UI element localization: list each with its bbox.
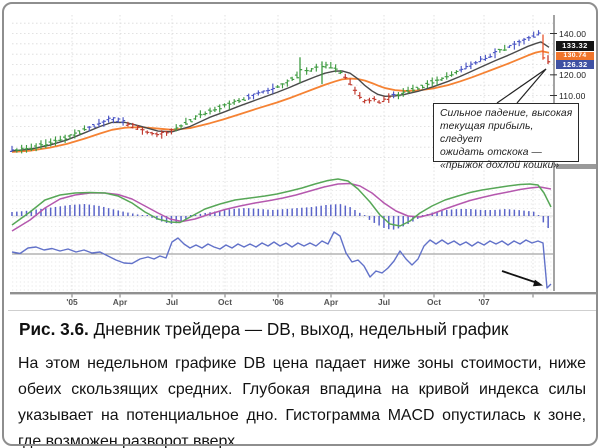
price-tick-label: 120.00: [559, 69, 587, 80]
annotation-line: Сильное падение, высокая: [440, 108, 573, 119]
down-arrow-icon: [533, 279, 543, 287]
caption-text: Дневник трейдера — DB, выход, недельный …: [88, 319, 509, 339]
price-tick-label: 110.00: [559, 90, 586, 101]
axis-month-label: '06: [272, 297, 284, 307]
figure-description: На этом недельном графике DB цена падает…: [18, 355, 586, 448]
axis-month-label: Oct: [218, 297, 232, 307]
axis-month-label: Apr: [323, 297, 339, 307]
axis-month-label: Jul: [165, 297, 179, 307]
annotation-line: текущая прибыль, следует: [440, 121, 534, 146]
chart-canvas: [8, 15, 596, 311]
annotation-box: Сильное падение, высокая текущая прибыль,…: [433, 103, 579, 171]
axis-month-label: Apr: [112, 297, 128, 307]
annotation-line: «прыжок дохлой кошки»: [440, 160, 560, 172]
axis-month-label: '05: [66, 297, 78, 307]
annotation-line: ожидать отскока —: [440, 147, 542, 159]
price-badge-last-price-value: 126.32: [556, 59, 594, 69]
price-badge-fast-ema-value: 133.32: [556, 41, 594, 51]
price-badge-slow-ema-value: 130.74: [556, 51, 594, 60]
price-tick-label: 140.00: [559, 28, 587, 39]
axis-month-label: '07: [478, 297, 490, 307]
axis-month-label: Jul: [377, 297, 391, 307]
axis-month-label: Oct: [427, 297, 441, 307]
figure-caption: Рис. 3.6. Дневник трейдера — DB, выход, …: [19, 319, 589, 340]
caption-label: Рис. 3.6.: [19, 319, 89, 339]
